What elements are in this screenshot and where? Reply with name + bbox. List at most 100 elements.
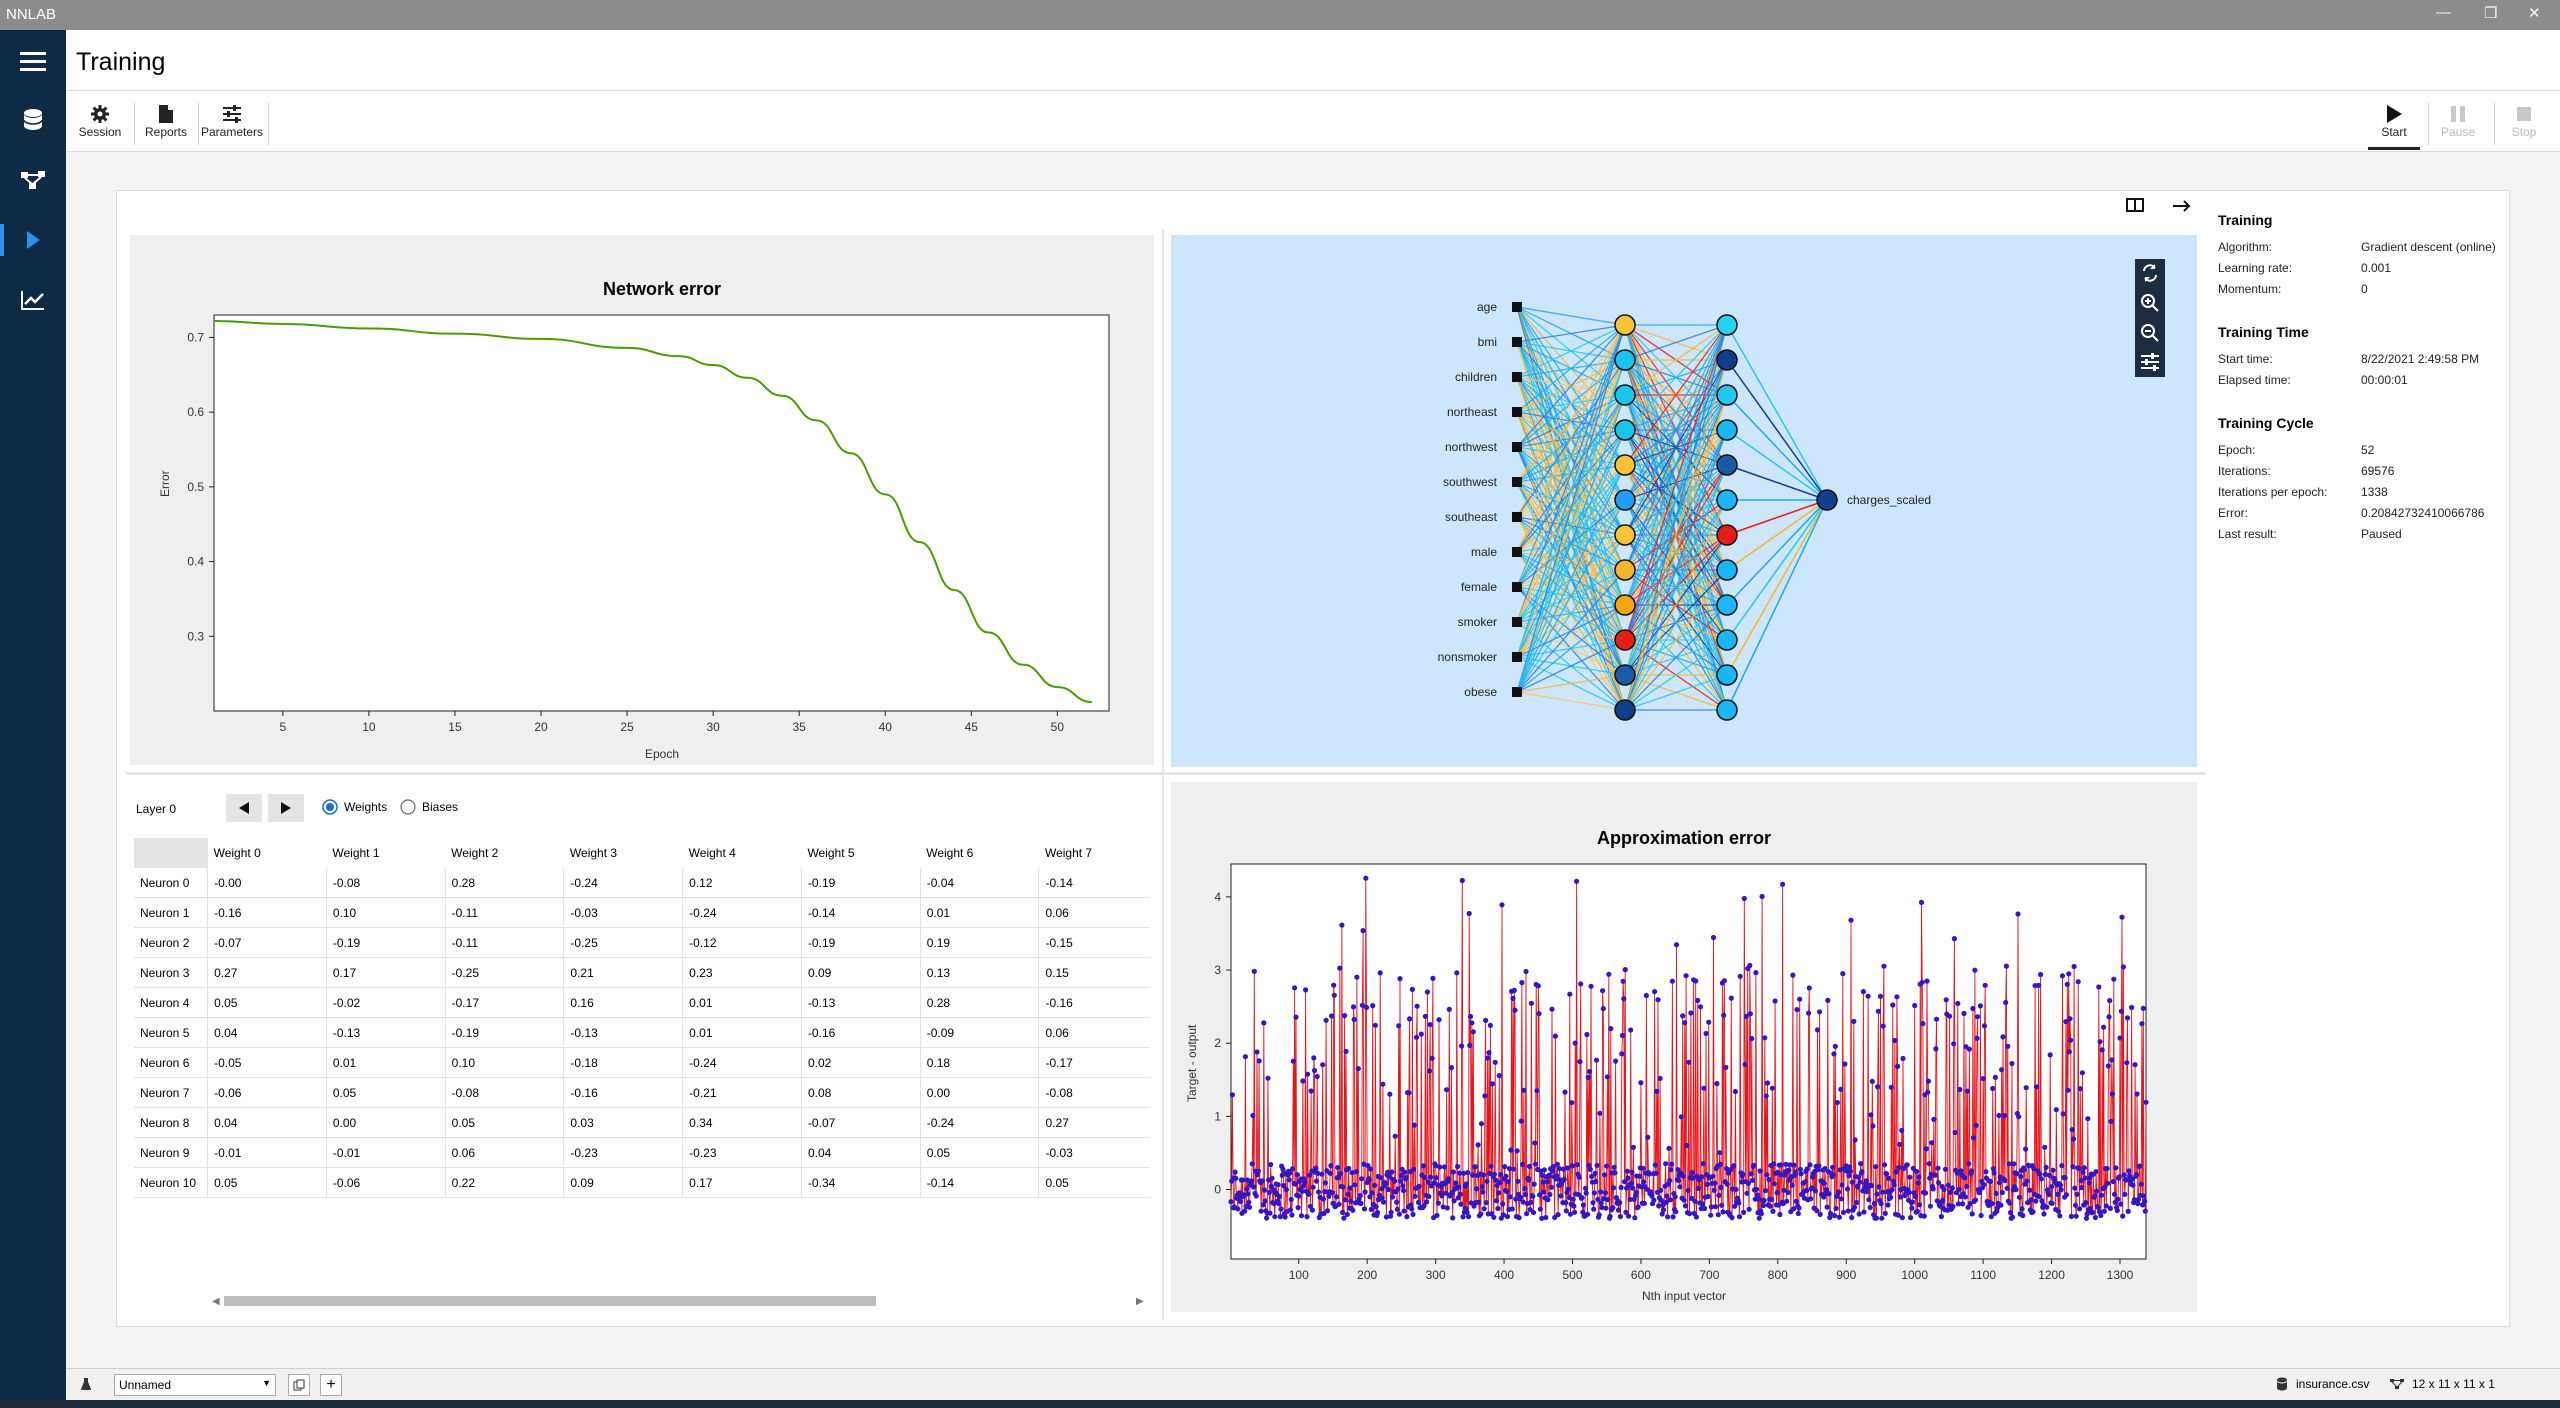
zoom-out-button[interactable] [2140, 323, 2160, 348]
weight-cell[interactable]: 0.05 [1038, 1167, 1150, 1198]
weights-radio[interactable]: Weights [322, 799, 387, 815]
column-header[interactable]: Weight 1 [332, 846, 380, 860]
row-header[interactable]: Neuron 3 [134, 957, 208, 988]
weight-cell[interactable]: 0.04 [207, 1017, 327, 1048]
weight-cell[interactable]: -0.08 [325, 868, 446, 898]
weight-cell[interactable]: 0.28 [444, 868, 564, 898]
weight-cell[interactable]: 0.05 [207, 987, 327, 1018]
table-row[interactable]: Neuron 7 -0.06 0.05 -0.08 -0.16 -0.21 0.08 0.00… [134, 1077, 1150, 1108]
weight-cell[interactable]: -0.13 [325, 1017, 446, 1048]
restore-button[interactable]: ❐ [2484, 5, 2498, 22]
weight-cell[interactable]: -0.08 [444, 1077, 564, 1108]
weight-cell[interactable]: -0.00 [207, 868, 327, 898]
split-view-button[interactable] [2126, 198, 2144, 217]
column-header[interactable]: Weight 5 [807, 846, 855, 860]
row-header[interactable]: Neuron 0 [134, 868, 208, 898]
weight-cell[interactable]: -0.19 [800, 927, 921, 958]
close-button[interactable]: ✕ [2528, 5, 2541, 22]
table-row[interactable]: Neuron 5 0.04 -0.13 -0.19 -0.13 0.01 -0.16 -0.0… [134, 1017, 1150, 1048]
expand-panel-button[interactable] [2172, 199, 2192, 218]
nav-training[interactable] [0, 214, 66, 266]
weight-cell[interactable]: -0.21 [682, 1077, 802, 1108]
weight-cell[interactable]: -0.13 [800, 987, 921, 1018]
weight-cell[interactable]: 0.27 [1038, 1107, 1150, 1138]
vertical-splitter[interactable] [1162, 230, 1164, 1320]
weight-cell[interactable]: 0.06 [1038, 1017, 1150, 1048]
weight-cell[interactable]: 0.15 [1038, 957, 1150, 988]
previous-layer-button[interactable] [226, 794, 262, 822]
weight-cell[interactable]: -0.09 [919, 1017, 1039, 1048]
row-header[interactable]: Neuron 8 [134, 1107, 208, 1138]
weight-cell[interactable]: -0.23 [563, 1137, 683, 1168]
weight-cell[interactable]: 0.05 [325, 1077, 446, 1108]
weight-cell[interactable]: -0.02 [325, 987, 446, 1018]
table-row[interactable]: Neuron 10 0.05 -0.06 0.22 0.09 0.17 -0.34 -0.14… [134, 1167, 1150, 1198]
horizontal-splitter[interactable] [126, 772, 2206, 775]
weight-cell[interactable]: 0.05 [919, 1137, 1039, 1168]
weight-cell[interactable]: 0.05 [444, 1107, 564, 1138]
weight-cell[interactable]: -0.23 [682, 1137, 802, 1168]
weight-cell[interactable]: 0.00 [325, 1107, 446, 1138]
refresh-button[interactable] [2140, 263, 2160, 288]
column-header[interactable]: Weight 0 [213, 846, 261, 860]
nav-data[interactable] [0, 94, 66, 146]
reports-button[interactable]: Reports [138, 103, 194, 147]
weight-cell[interactable]: -0.15 [1038, 927, 1150, 958]
weight-cell[interactable]: -0.17 [444, 987, 564, 1018]
weight-cell[interactable]: 0.05 [207, 1167, 327, 1198]
row-header[interactable]: Neuron 1 [134, 897, 208, 928]
weight-cell[interactable]: -0.19 [444, 1017, 564, 1048]
weight-cell[interactable]: -0.03 [563, 897, 683, 928]
table-row[interactable]: Neuron 9 -0.01 -0.01 0.06 -0.23 -0.23 0.04 0.05… [134, 1137, 1150, 1168]
weight-cell[interactable]: -0.14 [800, 897, 921, 928]
weight-cell[interactable]: 0.17 [325, 957, 446, 988]
weight-cell[interactable]: -0.01 [325, 1137, 446, 1168]
weight-cell[interactable]: -0.24 [563, 868, 683, 898]
weight-cell[interactable]: -0.03 [1038, 1137, 1150, 1168]
minimize-button[interactable]: — [2436, 4, 2451, 21]
weight-cell[interactable]: -0.11 [444, 927, 564, 958]
start-button[interactable]: Start [2366, 103, 2422, 147]
weight-cell[interactable]: -0.04 [919, 868, 1039, 898]
weight-cell[interactable]: 0.00 [919, 1077, 1039, 1108]
table-row[interactable]: Neuron 8 0.04 0.00 0.05 0.03 0.34 -0.07 -0.24 0.… [134, 1107, 1150, 1138]
weight-cell[interactable]: 0.19 [919, 927, 1039, 958]
weight-cell[interactable]: -0.06 [325, 1167, 446, 1198]
weight-cell[interactable]: -0.17 [1038, 1047, 1150, 1078]
weight-cell[interactable]: -0.34 [800, 1167, 921, 1198]
weight-cell[interactable]: -0.13 [563, 1017, 683, 1048]
weight-cell[interactable]: 0.01 [682, 987, 802, 1018]
weight-cell[interactable]: -0.14 [919, 1167, 1039, 1198]
weight-cell[interactable]: -0.12 [682, 927, 802, 958]
weight-cell[interactable]: 0.01 [325, 1047, 446, 1078]
weight-cell[interactable]: 0.01 [919, 897, 1039, 928]
weight-cell[interactable]: -0.11 [444, 897, 564, 928]
scroll-left-arrow[interactable]: ◀ [212, 1296, 220, 1307]
table-row[interactable]: Neuron 4 0.05 -0.02 -0.17 0.16 0.01 -0.13 0.28-… [134, 987, 1150, 1018]
nav-charts[interactable] [0, 274, 66, 326]
row-header[interactable]: Neuron 10 [134, 1167, 208, 1198]
weight-cell[interactable]: 0.27 [207, 957, 327, 988]
column-header[interactable]: Weight 3 [569, 846, 618, 860]
horizontal-scrollbar-thumb[interactable] [224, 1296, 876, 1306]
weight-cell[interactable]: 0.28 [919, 987, 1039, 1018]
row-header[interactable]: Neuron 6 [134, 1047, 208, 1078]
weight-cell[interactable]: -0.18 [563, 1047, 683, 1078]
weight-cell[interactable]: 0.09 [800, 957, 921, 988]
weight-cell[interactable]: -0.16 [207, 897, 327, 928]
weight-cell[interactable]: -0.06 [207, 1077, 327, 1108]
weight-cell[interactable]: 0.12 [682, 868, 802, 898]
session-button[interactable]: Session [72, 103, 128, 147]
table-row[interactable]: Neuron 3 0.27 0.17 -0.25 0.21 0.23 0.09 0.13 0.1… [134, 957, 1150, 988]
weight-cell[interactable]: 0.16 [563, 987, 683, 1018]
session-select[interactable]: Unnamed ▼ [114, 1374, 276, 1396]
weight-cell[interactable]: 0.21 [563, 957, 683, 988]
row-header[interactable]: Neuron 9 [134, 1137, 208, 1168]
weight-cell[interactable]: 0.22 [444, 1167, 564, 1198]
weight-cell[interactable]: 0.06 [444, 1137, 564, 1168]
weight-cell[interactable]: 0.04 [800, 1137, 921, 1168]
weight-cell[interactable]: 0.03 [563, 1107, 683, 1138]
weight-cell[interactable]: -0.16 [563, 1077, 683, 1108]
weight-cell[interactable]: 0.34 [682, 1107, 802, 1138]
row-header[interactable]: Neuron 2 [134, 927, 208, 958]
